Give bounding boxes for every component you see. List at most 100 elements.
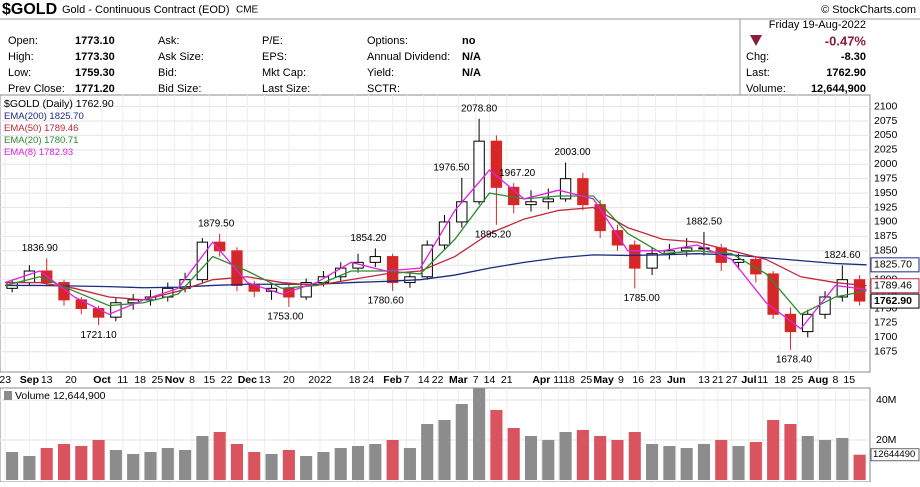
- price-annotation: 1836.90: [22, 243, 59, 254]
- x-tick-label: 18: [563, 374, 575, 386]
- field-value: 12,644,900: [811, 83, 866, 95]
- y-tick-label: 1700: [874, 331, 898, 343]
- field-label: Annual Dividend:: [367, 51, 450, 63]
- x-tick-label: 11: [553, 374, 564, 386]
- volume-tag: [870, 448, 920, 462]
- volume-bar: [6, 452, 19, 480]
- field-label: Yield:: [367, 67, 394, 79]
- x-tick-label: 15: [843, 374, 855, 386]
- field-label: Bid:: [158, 67, 177, 79]
- price-annotation: 1721.10: [81, 330, 118, 341]
- field-label: Open:: [8, 35, 38, 47]
- x-tick-label: Jun: [667, 374, 686, 386]
- y-tick-label: 1675: [874, 346, 898, 358]
- field-value: 1771.20: [75, 83, 115, 95]
- x-tick-label: 18: [774, 374, 786, 386]
- y-tick-label: 1950: [874, 187, 898, 199]
- candle-body: [646, 253, 658, 269]
- candle-body: [300, 282, 312, 298]
- volume-bar: [628, 432, 641, 480]
- price-annotation: 1879.50: [198, 218, 235, 229]
- field-label: Chg:: [746, 51, 769, 63]
- x-tick-label: 11: [117, 374, 128, 386]
- field-label: EPS:: [262, 51, 287, 63]
- volume-bar: [473, 388, 486, 480]
- candle-body: [58, 282, 70, 301]
- x-tick-label: 23: [650, 374, 662, 386]
- x-tick-label: Dec: [238, 374, 257, 386]
- legend-text: 1825.70: [49, 111, 83, 122]
- x-tick-label: 14: [484, 374, 496, 386]
- exchange: CME: [236, 5, 259, 16]
- y-tick-label: 1975: [874, 172, 898, 184]
- field-label: Mkt Cap:: [262, 67, 306, 79]
- field-label: Options:: [367, 35, 408, 47]
- x-tick-label: 16: [632, 374, 644, 386]
- field-value: N/A: [462, 67, 481, 79]
- price-tag-label: 1762.90: [874, 295, 912, 307]
- x-tick-label: 22: [432, 374, 444, 386]
- candle-body: [611, 230, 624, 246]
- candle-body: [680, 247, 693, 252]
- price-annotation: 1785.00: [624, 293, 661, 304]
- volume-bar: [403, 448, 416, 480]
- candle-body: [577, 178, 589, 206]
- x-tick-label: 25: [792, 374, 804, 386]
- field-label: Low:: [8, 67, 31, 79]
- volume-bar: [386, 440, 399, 480]
- field-label: High:: [8, 51, 34, 63]
- price-annotation: 1976.50: [433, 162, 470, 173]
- down-arrow: [750, 35, 762, 46]
- candle-body: [456, 201, 468, 223]
- price-annotation: 1895.20: [475, 229, 512, 240]
- volume-bar: [784, 424, 797, 480]
- volume-bar: [196, 436, 209, 480]
- volume-bar: [507, 428, 520, 480]
- volume-bar: [611, 440, 624, 480]
- volume-bar: [213, 432, 226, 480]
- candle-body: [819, 296, 831, 315]
- legend-text: $GOLD (Daily): [4, 98, 73, 110]
- volume-bar: [524, 436, 538, 480]
- price-annotation: 1854.20: [350, 233, 387, 244]
- x-tick-label: Mar: [449, 374, 468, 386]
- y-tick-label: 2000: [874, 158, 898, 170]
- field-label: Volume:: [746, 83, 786, 95]
- price-annotation: 1780.60: [368, 296, 405, 307]
- volume-bar: [23, 456, 36, 480]
- volume-bar: [144, 452, 157, 480]
- volume-bar: [127, 454, 140, 480]
- x-tick-label: 8: [189, 374, 195, 386]
- x-tick-label: 7: [404, 374, 410, 386]
- candle-body: [369, 256, 382, 263]
- x-tick-label: 13: [259, 374, 271, 386]
- legend-text: 12,644,900: [53, 390, 106, 402]
- candle-body: [836, 279, 849, 298]
- x-tick-label: 14: [418, 374, 430, 386]
- volume-bar: [300, 456, 313, 480]
- price-annotation: 1753.00: [267, 311, 304, 322]
- y-tick-label: 20M: [876, 434, 896, 446]
- description: Gold - Continuous Contract (EOD): [62, 4, 230, 16]
- x-tick-label: 22: [221, 374, 233, 386]
- volume-bar: [317, 452, 330, 480]
- price-annotation: 1967.20: [499, 168, 536, 179]
- legend-entry: EMA(200) 1825.70: [4, 111, 84, 122]
- x-tick-label: 18: [134, 374, 146, 386]
- x-tick-label: 9: [618, 374, 624, 386]
- y-tick-label: 1925: [874, 201, 898, 213]
- y-tick-label: 2050: [874, 129, 898, 141]
- price-panel: [0, 94, 871, 373]
- volume-bar: [853, 454, 866, 480]
- legend-text: Volume: [15, 390, 50, 402]
- legend-text: 1782.93: [39, 147, 73, 158]
- price-annotation: 2078.80: [461, 103, 498, 114]
- price-tag: [870, 278, 920, 294]
- candle-body: [127, 299, 139, 304]
- volume-bar: [818, 440, 832, 480]
- x-tick-label: Apr: [532, 374, 550, 386]
- volume-bar: [715, 440, 728, 480]
- price-annotation: 1678.40: [776, 354, 813, 365]
- volume-bar: [836, 438, 849, 480]
